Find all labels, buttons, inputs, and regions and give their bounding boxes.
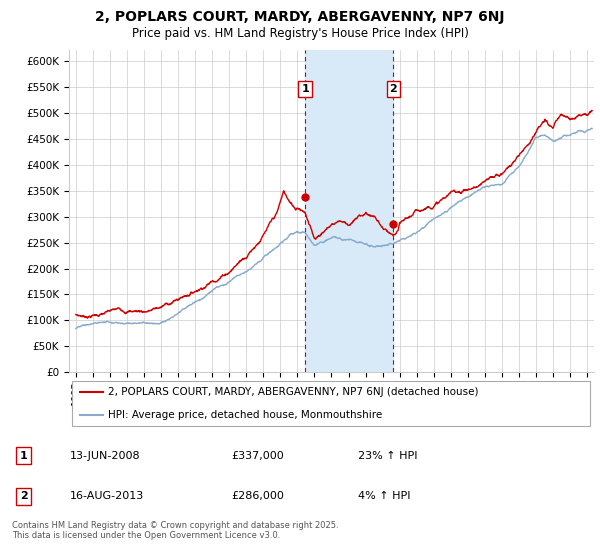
Text: HPI: Average price, detached house, Monmouthshire: HPI: Average price, detached house, Monm… [109, 410, 383, 420]
Bar [305, 50, 393, 372]
Text: Contains HM Land Registry data © Crown copyright and database right 2025.
This d: Contains HM Land Registry data © Crown c… [12, 521, 338, 540]
FancyBboxPatch shape [71, 381, 590, 426]
Text: Price paid vs. HM Land Registry's House Price Index (HPI): Price paid vs. HM Land Registry's House … [131, 27, 469, 40]
Text: 23% ↑ HPI: 23% ↑ HPI [358, 451, 417, 461]
Text: 2, POPLARS COURT, MARDY, ABERGAVENNY, NP7 6NJ: 2, POPLARS COURT, MARDY, ABERGAVENNY, NP… [95, 10, 505, 24]
Text: 1: 1 [301, 84, 309, 94]
Text: 13-JUN-2008: 13-JUN-2008 [70, 451, 140, 461]
Text: 2: 2 [389, 84, 397, 94]
Text: £286,000: £286,000 [231, 492, 284, 502]
Text: 2, POPLARS COURT, MARDY, ABERGAVENNY, NP7 6NJ (detached house): 2, POPLARS COURT, MARDY, ABERGAVENNY, NP… [109, 386, 479, 396]
Text: 2: 2 [20, 492, 28, 502]
Text: 16-AUG-2013: 16-AUG-2013 [70, 492, 144, 502]
Text: 4% ↑ HPI: 4% ↑ HPI [358, 492, 410, 502]
Text: £337,000: £337,000 [231, 451, 284, 461]
Text: 1: 1 [20, 451, 28, 461]
